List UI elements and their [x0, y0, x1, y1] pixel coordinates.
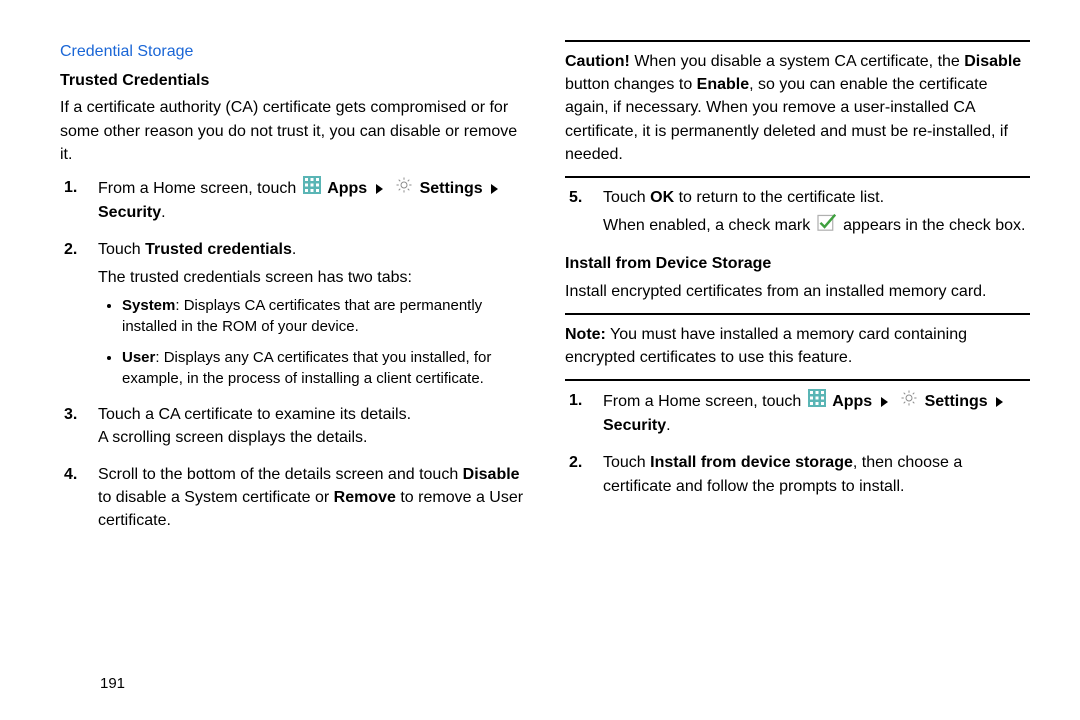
arrow-icon: [491, 184, 498, 194]
install-from-device-label: Install from device storage: [650, 454, 853, 471]
r-step-1: 1. From a Home screen, touch Apps: [587, 389, 1030, 437]
step-number: 3.: [64, 403, 77, 426]
bullet-user: User: Displays any CA certificates that …: [122, 347, 525, 389]
settings-gear-icon: [900, 389, 918, 414]
tabs-bullets: System: Displays CA certificates that ar…: [98, 295, 525, 389]
right-column: Caution! When you disable a system CA ce…: [565, 40, 1030, 700]
trusted-credentials-heading: Trusted Credentials: [60, 69, 525, 92]
right-step5: 5. Touch OK to return to the certificate…: [565, 186, 1030, 238]
left-column: Credential Storage Trusted Credentials I…: [60, 40, 525, 700]
step3-line1: Touch a CA certificate to examine its de…: [98, 406, 411, 423]
apps-label: Apps: [327, 180, 367, 197]
manual-page: Credential Storage Trusted Credentials I…: [0, 0, 1080, 720]
step-2: 2. Touch Trusted credentials. The truste…: [82, 238, 525, 388]
divider: [565, 176, 1030, 178]
settings-gear-icon: [395, 176, 413, 201]
disable-label: Disable: [463, 466, 520, 483]
step-number: 4.: [64, 463, 77, 486]
trusted-credentials-label: Trusted credentials: [145, 241, 292, 258]
security-label: Security: [603, 417, 666, 434]
intro-paragraph: If a certificate authority (CA) certific…: [60, 96, 525, 166]
install-heading: Install from Device Storage: [565, 252, 1030, 275]
caution-label: Caution!: [565, 53, 630, 70]
step3-line2: A scrolling screen displays the details.: [98, 429, 367, 446]
divider: [565, 379, 1030, 381]
step-number: 5.: [569, 186, 582, 209]
step4-mid: to disable a System certificate or: [98, 489, 334, 506]
step1-text-pre: From a Home screen, touch: [98, 180, 301, 197]
note-label: Note:: [565, 326, 606, 343]
right-steps: 1. From a Home screen, touch Apps: [565, 389, 1030, 498]
security-label: Security: [98, 204, 161, 221]
step-number: 1.: [64, 176, 77, 199]
apps-grid-icon: [303, 176, 321, 201]
remove-label: Remove: [334, 489, 396, 506]
install-intro: Install encrypted certificates from an i…: [565, 280, 1030, 303]
arrow-icon: [376, 184, 383, 194]
settings-label: Settings: [420, 180, 483, 197]
page-number: 191: [100, 675, 125, 692]
ok-label: OK: [650, 189, 674, 206]
apps-grid-icon: [808, 389, 826, 414]
step5-checkmark-line: When enabled, a check mark appears in th…: [603, 213, 1030, 238]
arrow-icon: [996, 397, 1003, 407]
bullet-system: System: Displays CA certificates that ar…: [122, 295, 525, 337]
step-number: 2.: [64, 238, 77, 261]
note-paragraph: Note: You must have installed a memory c…: [565, 323, 1030, 369]
divider: [565, 313, 1030, 315]
step2-pre: Touch: [98, 241, 145, 258]
divider: [565, 40, 1030, 42]
section-heading: Credential Storage: [60, 40, 525, 63]
step2-post: .: [292, 241, 296, 258]
left-steps: 1. From a Home screen, touch Apps: [60, 176, 525, 533]
step-5: 5. Touch OK to return to the certificate…: [587, 186, 1030, 238]
settings-label: Settings: [925, 393, 988, 410]
r-step-2: 2. Touch Install from device storage, th…: [587, 451, 1030, 497]
step-4: 4. Scroll to the bottom of the details s…: [82, 463, 525, 533]
apps-label: Apps: [832, 393, 872, 410]
arrow-icon: [881, 397, 888, 407]
step4-a: Scroll to the bottom of the details scre…: [98, 466, 463, 483]
caution-paragraph: Caution! When you disable a system CA ce…: [565, 50, 1030, 166]
tabs-intro: The trusted credentials screen has two t…: [98, 266, 525, 289]
step-1: 1. From a Home screen, touch Apps: [82, 176, 525, 224]
step-3: 3. Touch a CA certificate to examine its…: [82, 403, 525, 449]
step-number: 1.: [569, 389, 582, 412]
checkmark-icon: [817, 213, 837, 238]
step-number: 2.: [569, 451, 582, 474]
